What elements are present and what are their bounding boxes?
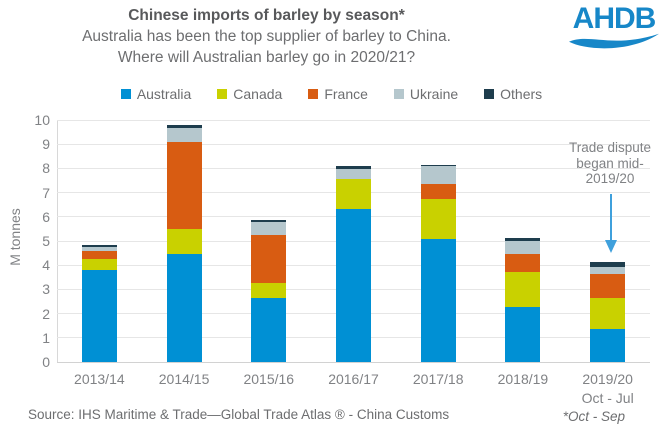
chart-title: Chinese imports of barley by season*: [128, 7, 405, 24]
chart-header: Chinese imports of barley by season* Aus…: [0, 6, 533, 68]
bar-segment-canada: [166, 228, 202, 255]
bar-segment-australia: [420, 239, 456, 362]
bar-segment-others: [590, 262, 626, 267]
legend-label: Australia: [136, 86, 192, 102]
bar-segment-france: [81, 250, 117, 259]
legend-swatch-australia: [120, 89, 131, 99]
y-tick-label: 2: [42, 305, 50, 322]
legend-swatch-ukraine: [393, 89, 404, 99]
legend-item-australia: Australia: [120, 86, 192, 102]
chart-legend: Australia Canada France Ukraine Others: [0, 86, 663, 102]
bar-segment-australia: [505, 306, 541, 362]
bar-segment-ukraine: [336, 168, 371, 179]
gridline: [57, 119, 650, 121]
legend-item-others: Others: [484, 86, 542, 102]
legend-swatch-canada: [217, 89, 228, 99]
bar-segment-france: [505, 254, 541, 272]
legend-label: Ukraine: [409, 86, 459, 102]
annotation-line1: Trade dispute: [568, 140, 652, 155]
gridline: [57, 361, 650, 363]
legend-item-ukraine: Ukraine: [393, 86, 459, 102]
x-tick-label: 2016/17: [328, 371, 379, 387]
ahdb-logo-text: AHDB: [572, 2, 657, 35]
y-tick-label: 9: [42, 136, 50, 153]
bar-segment-australia: [81, 270, 117, 362]
x-tick-label: 2018/19: [497, 371, 549, 387]
bar-segment-france: [166, 141, 202, 229]
y-tick-label: 5: [42, 233, 50, 249]
y-tick-label: 0: [42, 354, 50, 370]
bar-segment-australia: [166, 254, 202, 362]
bar-segment-ukraine: [420, 166, 456, 184]
footer-footnote: *Oct - Sep: [562, 409, 625, 424]
bar-segment-ukraine: [505, 240, 541, 255]
chart-subtitle-line1: Australia has been the top supplier of b…: [82, 28, 451, 45]
bar-segment-others: [420, 164, 456, 167]
chart-subtitle-line2: Where will Australian barley go in 2020/…: [117, 49, 416, 66]
bar-segment-canada: [590, 298, 626, 329]
y-tick-label: 4: [42, 257, 50, 274]
bar-segment-france: [251, 234, 287, 283]
x-tick-label: 2013/14: [74, 371, 125, 387]
bar-segment-france: [590, 273, 626, 299]
y-tick-label: 7: [42, 184, 50, 201]
bar-segment-france: [420, 183, 456, 199]
x-tick-label: 2014/15: [158, 371, 210, 387]
x-tick-label: 2019/20: [582, 371, 633, 387]
bar-segment-australia: [336, 209, 371, 362]
bar-segment-others: [505, 238, 541, 241]
bar-segment-ukraine: [166, 128, 202, 142]
bar-segment-others: [336, 166, 371, 169]
bar-segment-canada: [336, 178, 371, 210]
bar-segment-others: [166, 124, 202, 129]
bar-segment-ukraine: [590, 266, 626, 274]
legend-label: Canada: [233, 86, 283, 102]
bar-segment-canada: [251, 282, 287, 299]
annotation-arrow-icon: [605, 194, 617, 253]
gridline: [57, 143, 650, 145]
annotation-line3: 2019/20: [585, 171, 635, 186]
legend-swatch-others: [484, 89, 495, 99]
legend-label: France: [324, 86, 368, 102]
legend-label: Others: [500, 86, 543, 102]
bar-segment-australia: [251, 298, 287, 362]
bar-segment-canada: [420, 198, 456, 240]
ahdb-logo: AHDB: [568, 4, 660, 49]
y-tick-label: 3: [42, 281, 50, 298]
footer-source: Source: IHS Maritime & Trade—Global Trad…: [28, 407, 450, 422]
annotation-line2: began mid-: [576, 155, 644, 171]
y-tick-label: 10: [34, 112, 50, 128]
x-tick-label: 2015/16: [243, 371, 295, 387]
annotation-text: Trade dispute began mid- 2019/20: [560, 140, 660, 187]
legend-item-canada: Canada: [217, 86, 282, 102]
bar-segment-others: [251, 219, 287, 222]
bar-segment-others: [81, 245, 117, 248]
legend-swatch-france: [308, 89, 319, 99]
plot-area: [57, 119, 650, 363]
x-tick-label: 2017/18: [412, 371, 464, 387]
y-tick-label: 1: [42, 329, 50, 346]
bar-segment-australia: [590, 328, 626, 362]
bar-segment-canada: [81, 258, 117, 271]
bar-segment-ukraine: [81, 247, 117, 251]
logo-wave-icon: [569, 33, 659, 49]
y-tick-label: 8: [42, 160, 50, 177]
bar-segment-canada: [505, 271, 541, 307]
legend-item-france: France: [308, 86, 368, 102]
bar-segment-ukraine: [251, 221, 287, 235]
x-tick-note: Oct - Jul: [581, 390, 634, 406]
y-tick-label: 6: [42, 208, 50, 225]
